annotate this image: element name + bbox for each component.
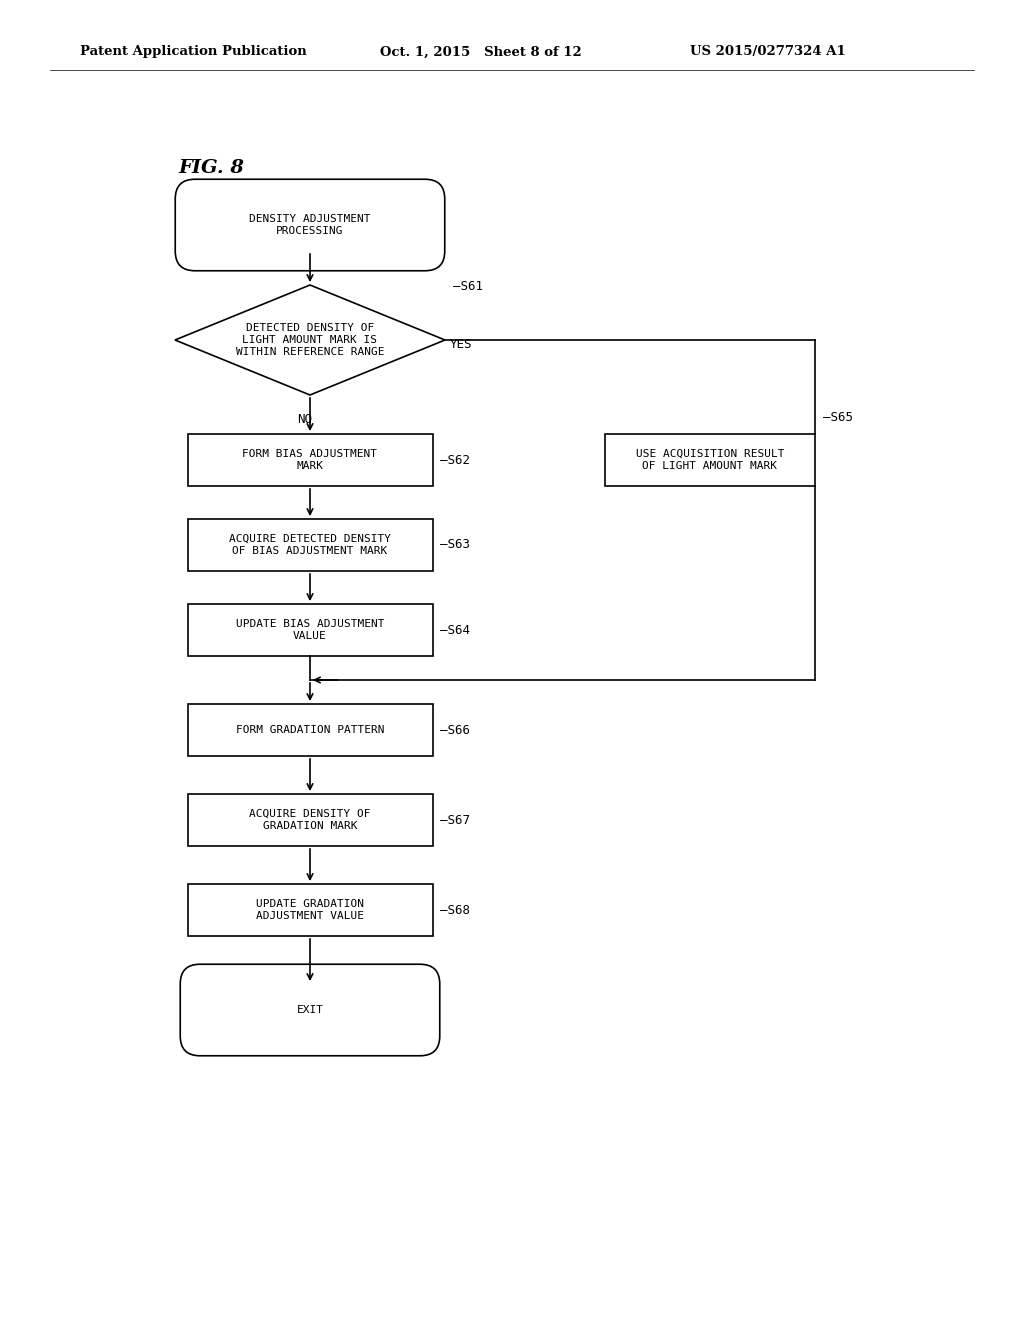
Bar (187, 704, 432, 756)
Text: US 2015/0277324 A1: US 2015/0277324 A1 (690, 45, 846, 58)
Bar (187, 884, 432, 936)
Text: —S66: —S66 (440, 723, 470, 737)
Bar (187, 605, 432, 656)
Text: FIG. 8: FIG. 8 (178, 158, 244, 177)
Text: EXIT: EXIT (297, 1005, 324, 1015)
Bar (605, 434, 815, 486)
Text: FORM GRADATION PATTERN: FORM GRADATION PATTERN (236, 725, 384, 735)
Text: NO: NO (298, 413, 312, 426)
Text: Oct. 1, 2015   Sheet 8 of 12: Oct. 1, 2015 Sheet 8 of 12 (380, 45, 582, 58)
FancyBboxPatch shape (180, 964, 439, 1056)
Bar (187, 434, 432, 486)
Text: ACQUIRE DETECTED DENSITY
OF BIAS ADJUSTMENT MARK: ACQUIRE DETECTED DENSITY OF BIAS ADJUSTM… (229, 535, 391, 556)
Text: —S68: —S68 (440, 903, 470, 916)
Polygon shape (175, 285, 445, 395)
Text: UPDATE BIAS ADJUSTMENT
VALUE: UPDATE BIAS ADJUSTMENT VALUE (236, 619, 384, 640)
Text: DENSITY ADJUSTMENT
PROCESSING: DENSITY ADJUSTMENT PROCESSING (249, 214, 371, 236)
Text: —S63: —S63 (440, 539, 470, 552)
Bar (187, 795, 432, 846)
Text: UPDATE GRADATION
ADJUSTMENT VALUE: UPDATE GRADATION ADJUSTMENT VALUE (256, 899, 364, 921)
FancyBboxPatch shape (175, 180, 444, 271)
Bar (187, 519, 432, 572)
Text: —S62: —S62 (440, 454, 470, 466)
Text: —S64: —S64 (440, 623, 470, 636)
Text: USE ACQUISITION RESULT
OF LIGHT AMOUNT MARK: USE ACQUISITION RESULT OF LIGHT AMOUNT M… (636, 449, 784, 471)
Text: ACQUIRE DENSITY OF
GRADATION MARK: ACQUIRE DENSITY OF GRADATION MARK (249, 809, 371, 830)
Text: —S61: —S61 (453, 280, 483, 293)
Text: —S67: —S67 (440, 813, 470, 826)
Text: —S65: —S65 (823, 411, 853, 424)
Text: Patent Application Publication: Patent Application Publication (80, 45, 307, 58)
Text: YES: YES (450, 338, 472, 351)
Text: DETECTED DENSITY OF
LIGHT AMOUNT MARK IS
WITHIN REFERENCE RANGE: DETECTED DENSITY OF LIGHT AMOUNT MARK IS… (236, 323, 384, 356)
Text: FORM BIAS ADJUSTMENT
MARK: FORM BIAS ADJUSTMENT MARK (243, 449, 378, 471)
